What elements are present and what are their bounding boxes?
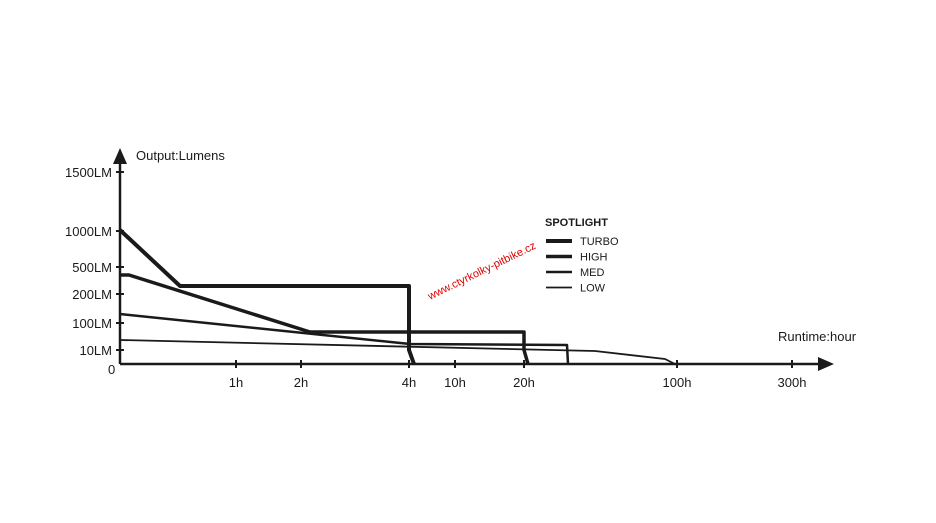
legend: SPOTLIGHT TURBO HIGH MED LOW bbox=[545, 217, 619, 295]
x-tick-label: 4h bbox=[402, 375, 416, 390]
y-axis-title: Output:Lumens bbox=[136, 148, 225, 163]
x-tick-label: 300h bbox=[778, 375, 807, 390]
series-line-high bbox=[120, 273, 530, 365]
legend-label-turbo: TURBO bbox=[580, 236, 619, 248]
x-tick-label: 20h bbox=[513, 375, 535, 390]
y-tick-group: 10LM 100LM 200LM 500LM 1000LM 1500LM bbox=[65, 165, 124, 358]
x-tick-label: 2h bbox=[294, 375, 308, 390]
series-line-low bbox=[119, 339, 676, 365]
series-group bbox=[118, 228, 676, 365]
y-tick-label: 1500LM bbox=[65, 165, 112, 180]
y-tick-label: 10LM bbox=[79, 343, 112, 358]
legend-items: TURBO HIGH MED LOW bbox=[546, 236, 619, 295]
y-tick-label: 500LM bbox=[72, 260, 112, 275]
x-axis-arrow-icon bbox=[818, 357, 834, 371]
y-tick-label: 100LM bbox=[72, 316, 112, 331]
series-line-med bbox=[119, 312, 570, 365]
x-tick-label: 10h bbox=[444, 375, 466, 390]
x-tick-label: 100h bbox=[663, 375, 692, 390]
series-line-turbo bbox=[118, 228, 416, 365]
legend-label-low: LOW bbox=[580, 283, 606, 295]
legend-label-med: MED bbox=[580, 267, 605, 279]
x-tick-group: 1h 2h 4h 10h 20h 100h 300h bbox=[229, 360, 807, 390]
legend-title: SPOTLIGHT bbox=[545, 217, 608, 229]
watermark: www.ctyrkolky-pitbike.cz bbox=[425, 240, 538, 303]
x-tick-label: 1h bbox=[229, 375, 243, 390]
legend-label-high: HIGH bbox=[580, 252, 608, 264]
x-axis-title: Runtime:hour bbox=[778, 329, 857, 344]
y-tick-label: 200LM bbox=[72, 287, 112, 302]
origin-label: 0 bbox=[108, 362, 115, 377]
y-axis-arrow-icon bbox=[113, 148, 127, 164]
y-tick-label: 1000LM bbox=[65, 224, 112, 239]
